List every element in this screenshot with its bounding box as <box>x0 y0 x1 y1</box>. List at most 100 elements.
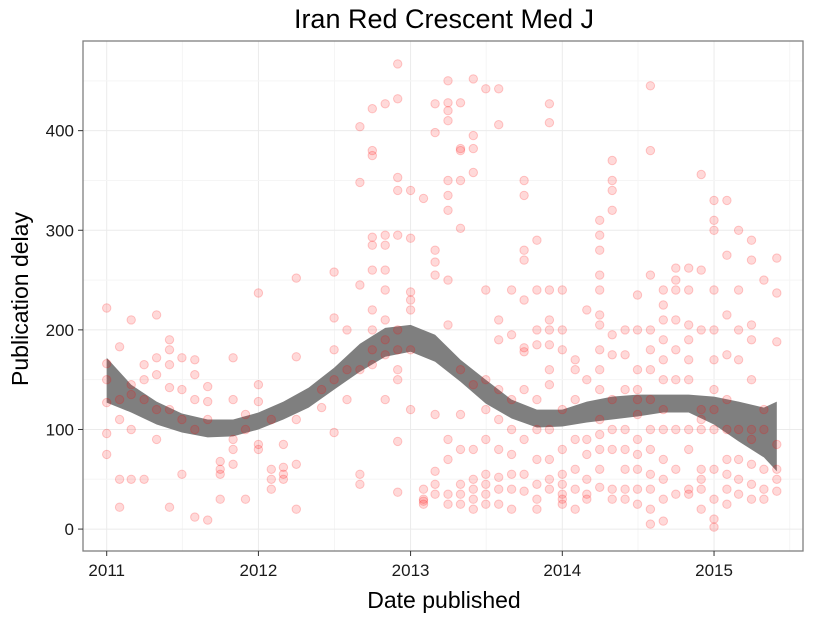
data-point <box>772 288 782 298</box>
data-point <box>342 325 352 335</box>
data-point <box>519 245 529 255</box>
data-point <box>733 454 744 465</box>
data-point <box>240 424 251 435</box>
data-point <box>164 382 175 393</box>
data-point <box>595 230 605 240</box>
data-point <box>632 290 643 300</box>
data-point <box>266 464 276 474</box>
data-point <box>645 145 656 156</box>
data-point <box>228 459 238 469</box>
grid-lines <box>83 41 803 551</box>
data-point <box>722 250 732 260</box>
data-point <box>468 444 478 455</box>
data-point <box>595 320 605 330</box>
data-point <box>443 175 453 186</box>
data-point <box>380 335 390 345</box>
data-point <box>114 342 125 352</box>
data-point <box>393 185 403 196</box>
data-point <box>582 494 592 504</box>
data-point <box>519 255 529 265</box>
data-point <box>696 169 706 180</box>
data-point <box>658 315 668 325</box>
data-point <box>228 353 238 363</box>
data-point <box>316 384 327 395</box>
data-point <box>632 484 643 494</box>
y-axis-title: Publication delay <box>7 212 33 386</box>
data-point <box>532 235 542 245</box>
data-point <box>532 394 542 405</box>
data-point <box>772 253 782 263</box>
data-point <box>632 394 643 405</box>
data-point <box>607 330 617 340</box>
data-point <box>393 365 403 375</box>
data-point <box>443 320 453 330</box>
data-point <box>544 454 555 465</box>
data-point <box>494 120 504 130</box>
data-point <box>722 469 732 479</box>
data-point <box>468 74 478 84</box>
data-point <box>367 265 377 275</box>
data-point <box>746 320 757 330</box>
data-point <box>671 315 681 325</box>
data-point <box>278 469 289 479</box>
data-point <box>393 375 403 385</box>
data-point <box>709 522 719 532</box>
data-point <box>671 489 681 499</box>
data-point <box>607 155 617 166</box>
data-point <box>733 355 744 365</box>
data-point <box>102 449 112 460</box>
data-point <box>215 464 225 474</box>
data-point <box>139 394 149 405</box>
data-point <box>709 464 719 474</box>
data-point <box>722 424 732 435</box>
data-point <box>544 474 555 484</box>
data-point <box>607 424 617 435</box>
data-point <box>532 494 542 504</box>
data-point <box>746 255 757 265</box>
data-point <box>443 106 453 116</box>
data-point <box>658 300 668 310</box>
data-point <box>329 313 339 323</box>
x-tick-label: 2015 <box>695 561 733 580</box>
data-point <box>164 360 175 370</box>
data-point <box>126 315 136 325</box>
y-tick-label: 400 <box>46 122 74 141</box>
data-point <box>746 424 757 435</box>
data-point <box>506 424 517 435</box>
data-point <box>595 245 605 255</box>
data-point <box>481 479 491 489</box>
data-point <box>544 340 555 350</box>
data-point <box>607 175 617 186</box>
y-axis: 0 100 200 300 400 <box>46 122 83 539</box>
data-point <box>733 325 744 335</box>
data-point <box>190 394 200 405</box>
data-point <box>506 285 517 295</box>
data-point <box>519 190 529 201</box>
data-point <box>620 484 630 494</box>
data-point <box>418 499 429 509</box>
data-point <box>494 472 504 482</box>
data-point <box>746 235 757 245</box>
data-point <box>139 474 149 484</box>
data-point <box>177 353 187 363</box>
data-point <box>468 504 478 514</box>
data-point <box>266 474 276 484</box>
data-point <box>203 381 213 392</box>
data-point <box>772 439 782 450</box>
data-point <box>126 389 136 400</box>
data-point <box>240 494 251 504</box>
data-point <box>355 479 365 489</box>
data-point <box>102 359 112 369</box>
data-point <box>595 270 605 280</box>
data-point <box>733 424 744 435</box>
data-point <box>506 330 517 340</box>
data-point <box>455 479 466 489</box>
data-point <box>481 375 491 385</box>
smooth-band <box>106 324 777 472</box>
data-point <box>696 414 706 425</box>
data-point <box>570 464 580 474</box>
data-point <box>443 499 453 509</box>
data-point <box>582 375 592 385</box>
data-point <box>329 267 339 277</box>
data-point <box>228 394 238 405</box>
